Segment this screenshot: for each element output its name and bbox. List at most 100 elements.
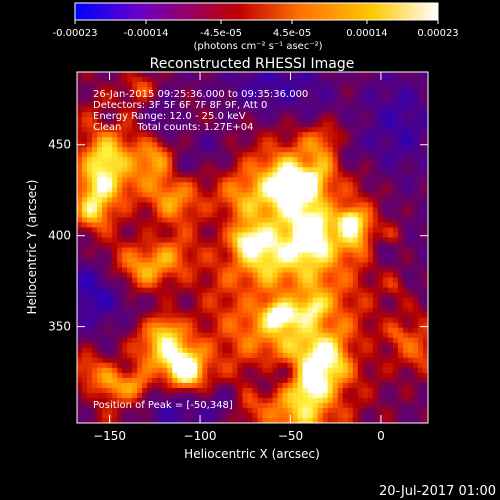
heatmap-cell — [267, 332, 274, 339]
heatmap-cell — [307, 252, 314, 259]
heatmap-cell — [162, 377, 168, 384]
heatmap-cell — [162, 277, 168, 284]
heatmap-cell — [342, 112, 349, 118]
heatmap-cell — [217, 287, 224, 294]
heatmap-cell — [352, 117, 359, 123]
heatmap-cell — [407, 92, 414, 98]
heatmap-cell — [387, 342, 394, 349]
heatmap-cell — [127, 202, 133, 208]
heatmap-cell — [237, 217, 244, 224]
heatmap-cell — [77, 377, 83, 384]
heatmap-cell — [387, 302, 394, 309]
heatmap-cell — [282, 72, 289, 78]
heatmap-cell — [207, 292, 213, 299]
heatmap-cell — [162, 152, 168, 158]
heatmap-cell — [387, 207, 394, 213]
heatmap-cell — [252, 207, 259, 213]
heatmap-cell — [127, 387, 133, 394]
heatmap-cell — [292, 282, 299, 289]
heatmap-cell — [107, 272, 113, 279]
heatmap-cell — [377, 262, 384, 269]
heatmap-cell — [257, 352, 264, 359]
heatmap-cell — [207, 267, 213, 274]
heatmap-cell — [107, 107, 113, 113]
heatmap-cell — [182, 72, 188, 78]
heatmap-cell — [177, 352, 183, 359]
heatmap-cell — [397, 317, 404, 324]
heatmap-cell — [147, 392, 153, 399]
heatmap-cell — [142, 122, 148, 128]
heatmap-cell — [77, 182, 83, 188]
heatmap-cell — [182, 402, 188, 409]
heatmap-cell — [102, 92, 108, 98]
heatmap-cell — [202, 182, 208, 188]
heatmap-cell — [207, 332, 213, 339]
heatmap-cell — [87, 117, 93, 123]
heatmap-cell — [232, 197, 239, 203]
heatmap-cell — [77, 187, 83, 193]
heatmap-cell — [182, 357, 188, 364]
heatmap-cell — [327, 97, 334, 103]
heatmap-cell — [277, 377, 284, 384]
heatmap-cell — [322, 122, 329, 128]
heatmap-cell — [207, 347, 213, 354]
heatmap-cell — [417, 147, 424, 153]
heatmap-cell — [207, 252, 213, 259]
heatmap-cell — [402, 132, 409, 138]
heatmap-cell — [152, 337, 158, 344]
heatmap-cell — [377, 227, 384, 234]
heatmap-cell — [97, 102, 103, 108]
heatmap-cell — [142, 77, 148, 83]
heatmap-cell — [182, 137, 188, 143]
heatmap-cell — [167, 347, 173, 354]
heatmap-cell — [227, 172, 234, 178]
heatmap-cell — [102, 232, 108, 239]
heatmap-cell — [312, 412, 319, 419]
heatmap-cell — [152, 182, 158, 188]
heatmap-cell — [407, 247, 414, 254]
heatmap-cell — [177, 172, 183, 178]
heatmap-cell — [407, 262, 414, 269]
heatmap-cell — [312, 192, 319, 198]
heatmap-cell — [237, 287, 244, 294]
heatmap-cell — [237, 357, 244, 364]
heatmap-cell — [252, 262, 259, 269]
heatmap-cell — [357, 132, 364, 138]
heatmap-cell — [282, 402, 289, 409]
heatmap-cell — [397, 142, 404, 148]
heatmap-cell — [362, 267, 369, 274]
heatmap-cell — [157, 127, 163, 133]
heatmap-cell — [87, 167, 93, 173]
heatmap-cell — [292, 392, 299, 399]
heatmap-cell — [137, 277, 143, 284]
heatmap-cell — [302, 132, 309, 138]
heatmap-cell — [232, 297, 239, 304]
heatmap-cell — [227, 72, 234, 78]
heatmap-cell — [307, 92, 314, 98]
heatmap-cell — [77, 317, 83, 324]
heatmap-cell — [277, 382, 284, 389]
heatmap-cell — [382, 312, 389, 319]
heatmap-cell — [277, 267, 284, 274]
heatmap-cell — [92, 132, 98, 138]
heatmap-cell — [112, 252, 118, 259]
heatmap-cell — [287, 277, 294, 284]
heatmap-cell — [357, 237, 364, 244]
heatmap-cell — [412, 252, 419, 259]
heatmap-cell — [117, 267, 123, 274]
heatmap-cell — [317, 342, 324, 349]
heatmap-cell — [352, 342, 359, 349]
heatmap-cell — [362, 132, 369, 138]
colorbar-tick-label: -0.00014 — [124, 28, 169, 39]
heatmap-cell — [197, 152, 203, 158]
heatmap-cell — [217, 142, 224, 148]
heatmap-cell — [107, 192, 113, 198]
heatmap-cell — [412, 337, 419, 344]
heatmap-cell — [97, 347, 103, 354]
heatmap-cell — [362, 97, 369, 103]
heatmap-cell — [242, 272, 249, 279]
heatmap-cell — [122, 292, 128, 299]
heatmap-cell — [387, 382, 394, 389]
heatmap-cell — [167, 367, 173, 374]
heatmap-cell — [412, 397, 419, 404]
